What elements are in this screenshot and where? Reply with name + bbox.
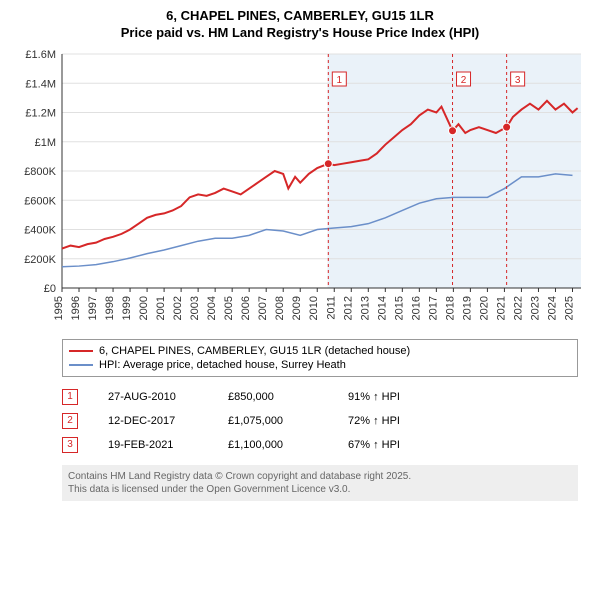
x-tick-label: 2024 (546, 296, 558, 320)
y-tick-label: £0 (44, 283, 56, 295)
transaction-row: 3 19-FEB-2021 £1,100,000 67% ↑ HPI (62, 433, 588, 457)
y-tick-label: £200K (24, 254, 56, 266)
transaction-marker (324, 159, 332, 167)
x-tick-label: 2004 (206, 296, 218, 320)
page-container: 6, CHAPEL PINES, CAMBERLEY, GU15 1LR Pri… (0, 0, 600, 509)
transaction-marker (503, 123, 511, 131)
y-tick-label: £1M (35, 137, 56, 149)
legend-swatch (69, 364, 93, 366)
transaction-row: 1 27-AUG-2010 £850,000 91% ↑ HPI (62, 385, 588, 409)
line-chart-svg: £0 £200K £400K £600K £800K £1M £1.2M £1.4M £1.6M… (12, 48, 587, 328)
y-tick-label: £400K (24, 224, 56, 236)
x-tick-label: 1997 (87, 296, 99, 320)
x-tick-label: 2007 (257, 296, 269, 320)
x-tick-label: 2015 (393, 296, 405, 320)
y-tick-label: £1.4M (25, 78, 56, 90)
x-tick-label: 2000 (138, 296, 150, 320)
transaction-row-num: 3 (62, 437, 78, 453)
x-tick-label: 2013 (359, 296, 371, 320)
transactions-table: 1 27-AUG-2010 £850,000 91% ↑ HPI 2 12-DEC-201… (62, 385, 588, 457)
x-tick-label: 1995 (53, 296, 65, 320)
x-tick-label: 2002 (172, 296, 184, 320)
y-tick-label: £600K (24, 195, 56, 207)
title-line-1: 6, CHAPEL PINES, CAMBERLEY, GU15 1LR (12, 8, 588, 25)
legend-swatch (69, 350, 93, 352)
transaction-row: 2 12-DEC-2017 £1,075,000 72% ↑ HPI (62, 409, 588, 433)
y-tick-label: £1.2M (25, 107, 56, 119)
transaction-delta: 91% ↑ HPI (348, 391, 438, 403)
legend-row: 6, CHAPEL PINES, CAMBERLEY, GU15 1LR (de… (69, 344, 571, 358)
transaction-marker (449, 127, 457, 135)
x-tick-label: 2022 (512, 296, 524, 320)
transaction-delta: 67% ↑ HPI (348, 439, 438, 451)
x-tick-label: 2006 (240, 296, 252, 320)
transaction-num: 2 (461, 75, 467, 86)
x-tick-label: 2018 (444, 296, 456, 320)
x-tick-label: 1998 (104, 296, 116, 320)
x-tick-label: 2012 (342, 296, 354, 320)
x-tick-label: 2014 (376, 296, 388, 320)
x-tick-label: 2023 (529, 296, 541, 320)
transaction-date: 19-FEB-2021 (108, 439, 198, 451)
title-line-2: Price paid vs. HM Land Registry's House … (12, 25, 588, 42)
transaction-row-num: 2 (62, 413, 78, 429)
x-tick-label: 2001 (155, 296, 167, 320)
y-tick-label: £1.6M (25, 49, 56, 61)
attribution-footer: Contains HM Land Registry data © Crown c… (62, 465, 578, 501)
footer-line-2: This data is licensed under the Open Gov… (68, 483, 572, 496)
footer-line-1: Contains HM Land Registry data © Crown c… (68, 470, 572, 483)
transaction-num: 1 (337, 75, 343, 86)
x-tick-label: 2005 (223, 296, 235, 320)
x-tick-label: 2011 (325, 296, 337, 320)
x-tick-label: 2003 (189, 296, 201, 320)
transaction-price: £1,100,000 (228, 439, 318, 451)
transaction-delta: 72% ↑ HPI (348, 415, 438, 427)
legend-box: 6, CHAPEL PINES, CAMBERLEY, GU15 1LR (de… (62, 339, 578, 377)
transaction-price: £1,075,000 (228, 415, 318, 427)
x-tick-label: 1996 (70, 296, 82, 320)
transaction-num: 3 (515, 75, 521, 86)
x-tick-label: 1999 (121, 296, 133, 320)
x-tick-label: 2025 (563, 296, 575, 320)
transaction-date: 27-AUG-2010 (108, 391, 198, 403)
x-tick-label: 2010 (308, 296, 320, 320)
legend-label: 6, CHAPEL PINES, CAMBERLEY, GU15 1LR (de… (99, 345, 410, 357)
legend-label: HPI: Average price, detached house, Surr… (99, 359, 346, 371)
x-tick-label: 2009 (291, 296, 303, 320)
x-tick-label: 2017 (427, 296, 439, 320)
chart-area: £0 £200K £400K £600K £800K £1M £1.2M £1.4M £1.6M… (12, 48, 588, 333)
x-tick-label: 2008 (274, 296, 286, 320)
chart-title: 6, CHAPEL PINES, CAMBERLEY, GU15 1LR Pri… (12, 8, 588, 42)
y-tick-label: £800K (24, 166, 56, 178)
transaction-date: 12-DEC-2017 (108, 415, 198, 427)
x-tick-label: 2016 (410, 296, 422, 320)
x-tick-label: 2020 (478, 296, 490, 320)
transaction-row-num: 1 (62, 389, 78, 405)
transaction-price: £850,000 (228, 391, 318, 403)
legend-row: HPI: Average price, detached house, Surr… (69, 358, 571, 372)
x-tick-label: 2021 (495, 296, 507, 320)
x-tick-label: 2019 (461, 296, 473, 320)
